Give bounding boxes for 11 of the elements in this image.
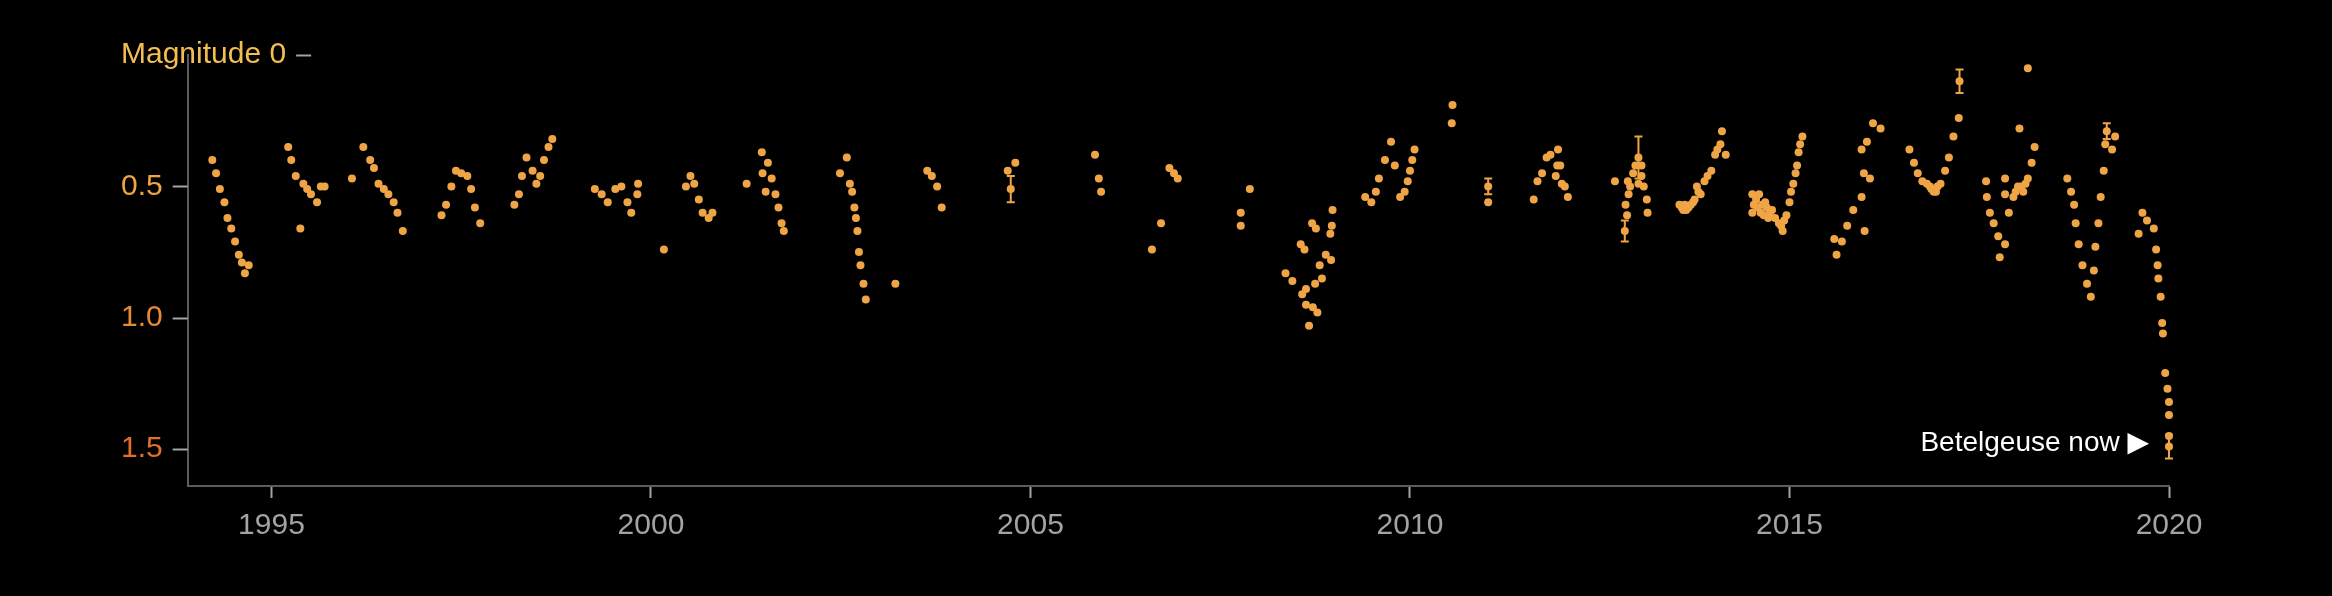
- x-tick-label: 2010: [1376, 507, 1444, 541]
- x-tick-label: 2020: [2135, 507, 2203, 541]
- y-tick-label: Magnitude 0: [121, 36, 287, 70]
- y-tick-label: 1.5: [121, 430, 163, 464]
- x-tick-label: 2000: [617, 507, 685, 541]
- y-tick-label: 0.5: [121, 167, 163, 201]
- x-tick-label: 2015: [1756, 507, 1823, 541]
- x-tick-label: 2005: [997, 507, 1064, 541]
- y-tick-label: 1.0: [121, 299, 163, 333]
- x-tick-label: 1995: [238, 507, 305, 541]
- annotation: Betelgeuse now ▶: [1920, 426, 2150, 458]
